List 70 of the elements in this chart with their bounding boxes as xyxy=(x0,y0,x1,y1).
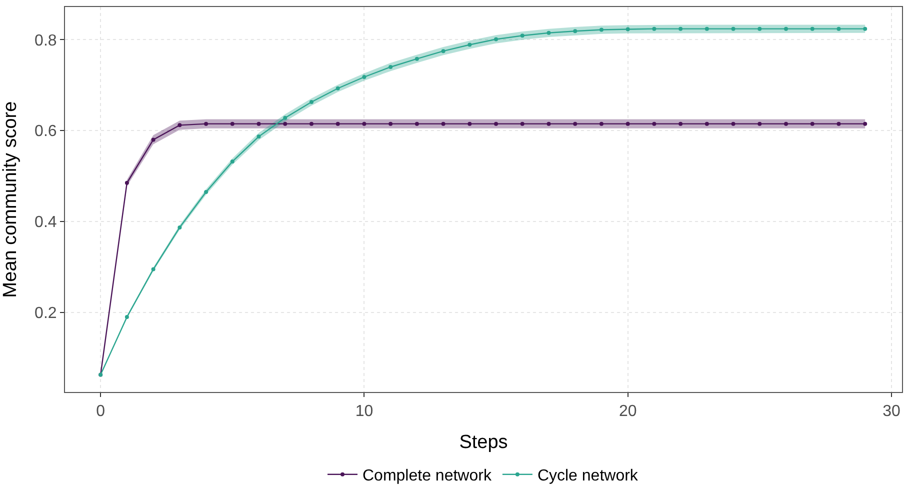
point xyxy=(704,122,709,126)
point xyxy=(204,190,208,194)
y-tick-label: 0.6 xyxy=(34,123,57,140)
point xyxy=(309,122,314,126)
point xyxy=(652,26,656,31)
point xyxy=(626,122,630,126)
point xyxy=(626,27,630,32)
point xyxy=(283,116,288,120)
point xyxy=(441,122,446,126)
y-tick-label: 0.8 xyxy=(34,32,57,50)
x-tick-label: 0 xyxy=(96,403,106,420)
point xyxy=(863,26,868,31)
y-tick-label: 0.2 xyxy=(34,305,57,322)
point xyxy=(758,26,762,31)
point xyxy=(836,122,841,126)
point xyxy=(124,180,129,185)
x-tick-label: 30 xyxy=(882,403,900,420)
point xyxy=(309,100,314,104)
point xyxy=(151,267,156,272)
point xyxy=(414,56,419,61)
legend-label: Cycle network xyxy=(537,468,639,485)
point xyxy=(704,26,709,31)
y-axis-title: Mean community score xyxy=(0,101,21,298)
point xyxy=(784,26,788,31)
point xyxy=(599,28,604,32)
point xyxy=(731,26,736,31)
point xyxy=(678,122,683,126)
point xyxy=(546,122,551,126)
point xyxy=(494,37,498,42)
point xyxy=(784,122,788,126)
point xyxy=(863,122,868,126)
point xyxy=(468,122,472,126)
point xyxy=(810,26,814,31)
point xyxy=(731,122,736,126)
point xyxy=(678,26,683,31)
point xyxy=(388,122,393,126)
point xyxy=(758,122,762,126)
point xyxy=(441,49,446,54)
point xyxy=(573,29,578,34)
point xyxy=(230,160,234,164)
point xyxy=(204,122,208,126)
point xyxy=(151,138,156,142)
point xyxy=(336,122,340,126)
point xyxy=(573,122,578,126)
point xyxy=(124,315,129,319)
point xyxy=(283,122,288,126)
point xyxy=(256,122,261,126)
point xyxy=(388,65,393,69)
y-tick-label: 0.4 xyxy=(34,214,57,232)
point xyxy=(256,134,261,139)
point xyxy=(178,123,182,128)
point xyxy=(836,26,841,31)
point xyxy=(178,225,182,230)
point xyxy=(362,75,366,79)
point xyxy=(230,122,234,126)
point xyxy=(468,42,472,47)
point xyxy=(520,34,524,38)
point xyxy=(520,122,524,126)
point xyxy=(599,122,604,126)
point xyxy=(494,122,498,126)
x-tick-label: 20 xyxy=(618,403,637,420)
point xyxy=(652,122,656,126)
point xyxy=(362,122,366,126)
x-axis-title: Steps xyxy=(459,432,508,453)
point xyxy=(810,122,814,126)
point xyxy=(336,86,340,90)
point xyxy=(546,30,551,35)
x-tick-label: 10 xyxy=(355,403,374,420)
legend-label: Complete network xyxy=(362,468,492,485)
point xyxy=(414,122,419,126)
